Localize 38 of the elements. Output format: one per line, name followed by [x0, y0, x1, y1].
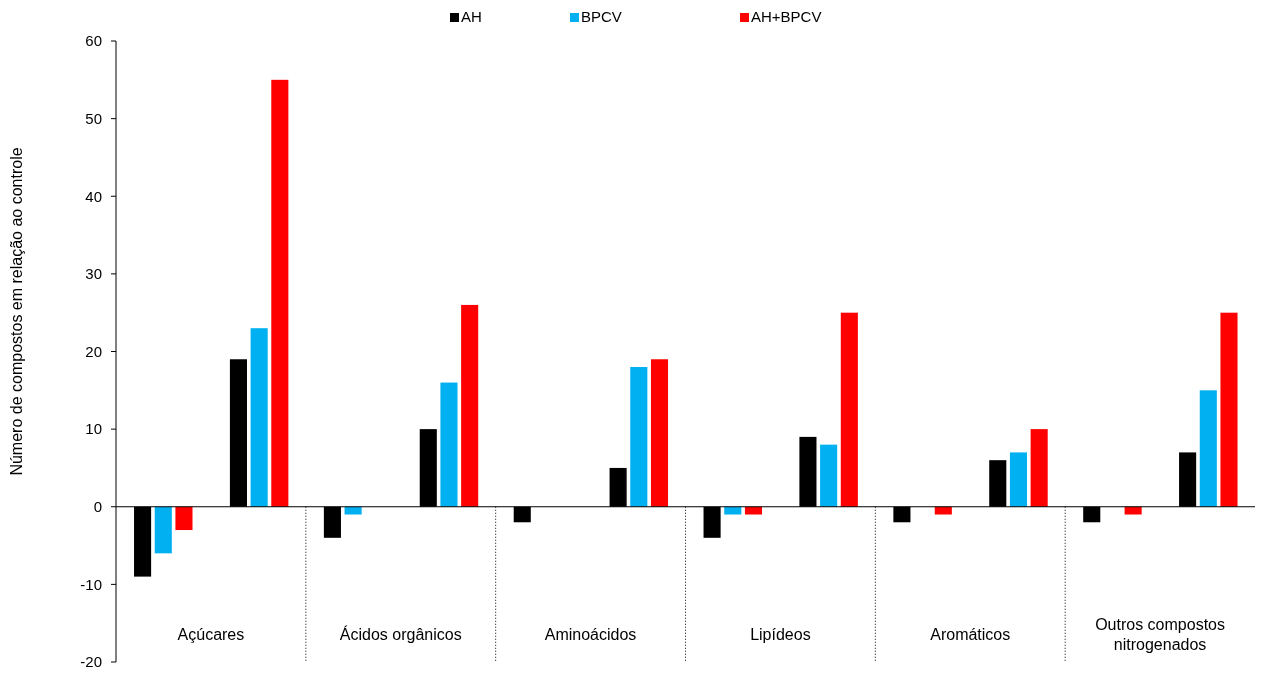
- bar: [440, 382, 458, 507]
- x-tick-label: Lipídeos: [750, 626, 811, 643]
- y-tick-label: 20: [85, 342, 102, 360]
- legend-label: AH+BPCV: [751, 8, 822, 25]
- bar: [1009, 452, 1028, 507]
- bar: [250, 328, 268, 507]
- x-tick-label: Aminoácidos: [544, 626, 637, 643]
- bar: [1124, 506, 1142, 515]
- legend-label: AH: [461, 8, 482, 25]
- legend-label: BPCV: [581, 8, 622, 25]
- y-tick-label: 0: [93, 498, 102, 515]
- x-tick-label: Aromáticos: [930, 626, 1011, 643]
- bar: [744, 506, 762, 515]
- y-tick-label: 10: [85, 420, 102, 438]
- bar: [175, 506, 193, 531]
- y-axis-title: Número de compostos em relação ao controle: [8, 147, 25, 476]
- y-tick-label: 60: [85, 32, 102, 50]
- y-tick-label: 40: [85, 187, 102, 205]
- bar: [840, 312, 858, 507]
- bar: [344, 506, 362, 515]
- bar: [650, 359, 669, 507]
- bar: [724, 506, 742, 515]
- x-tick-label: Ácidos orgânicos: [339, 625, 462, 643]
- bar: [271, 79, 289, 507]
- bar: [1220, 312, 1238, 507]
- bar: [1030, 429, 1048, 507]
- bar: [630, 367, 648, 507]
- bar: [934, 506, 952, 515]
- y-tick-label: 50: [85, 109, 102, 127]
- bar: [820, 444, 838, 507]
- x-tick-label: Outros compostos nitrogenados: [1095, 616, 1225, 653]
- bar: [1199, 390, 1217, 507]
- x-tick-label: Açúcares: [177, 626, 245, 643]
- y-tick-label: 30: [85, 265, 102, 283]
- bar: [461, 304, 479, 507]
- y-tick-label: -10: [80, 575, 102, 593]
- y-tick-label: -20: [80, 653, 102, 671]
- bar: [154, 506, 172, 554]
